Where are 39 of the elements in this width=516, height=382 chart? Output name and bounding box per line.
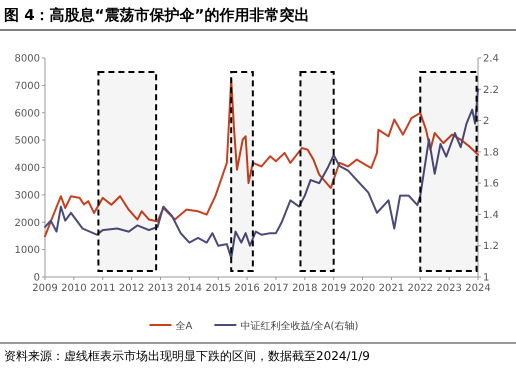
x-tick-label: 2019 bbox=[320, 283, 346, 294]
y2-tick-label: 2.4 bbox=[483, 54, 499, 64]
x-tick-label: 2013 bbox=[148, 283, 174, 294]
y-tick-label: 6000 bbox=[14, 108, 40, 120]
y2-tick-label: 1.6 bbox=[483, 178, 499, 190]
x-tick-label: 2020 bbox=[350, 283, 376, 294]
y-tick-label: 5000 bbox=[14, 136, 40, 147]
x-tick-label: 2009 bbox=[32, 283, 58, 294]
y-tick-label: 8000 bbox=[14, 54, 40, 64]
x-tick-label: 2018 bbox=[292, 283, 318, 294]
y2-tick-label: 1.8 bbox=[483, 147, 499, 158]
x-tick-label: 2011 bbox=[90, 283, 116, 294]
x-tick-label: 2010 bbox=[61, 283, 87, 294]
x-tick-label: 2012 bbox=[118, 283, 144, 294]
x-tick-label: 2014 bbox=[176, 283, 202, 294]
y2-tick-label: 1 bbox=[483, 272, 490, 284]
legend-label: 中证红利全收益/全A(右轴) bbox=[240, 320, 358, 332]
y-tick-label: 4000 bbox=[14, 163, 40, 174]
y-tick-label: 0 bbox=[34, 272, 40, 284]
y-tick-label: 1000 bbox=[14, 245, 40, 256]
y2-tick-label: 1.2 bbox=[483, 241, 499, 252]
y-tick-label: 2000 bbox=[14, 218, 40, 229]
x-tick-label: 2023 bbox=[436, 283, 462, 294]
line-series bbox=[44, 88, 479, 260]
text: 资料来源：虚线框表示市场出现明显下跌的区间，数据截至2024/1/9 bbox=[4, 349, 370, 363]
y2-tick-label: 2 bbox=[483, 116, 490, 128]
line-series bbox=[44, 78, 479, 238]
y-tick-label: 7000 bbox=[14, 80, 40, 92]
y2-tick-label: 1.4 bbox=[483, 210, 499, 221]
chart-title: 图 4：高股息“震荡市保护伞”的作用非常突出 bbox=[4, 6, 310, 24]
x-tick-label: 2017 bbox=[263, 283, 289, 294]
y-tick-label: 3000 bbox=[14, 190, 40, 202]
x-tick-label: 2024 bbox=[465, 283, 491, 294]
x-tick-label: 2016 bbox=[234, 283, 260, 294]
y2-tick-label: 2.2 bbox=[483, 84, 499, 96]
x-tick-label: 2022 bbox=[408, 283, 433, 294]
legend-label: 全A bbox=[176, 320, 192, 332]
x-tick-label: 2015 bbox=[205, 283, 231, 294]
x-tick-label: 2021 bbox=[378, 283, 404, 294]
